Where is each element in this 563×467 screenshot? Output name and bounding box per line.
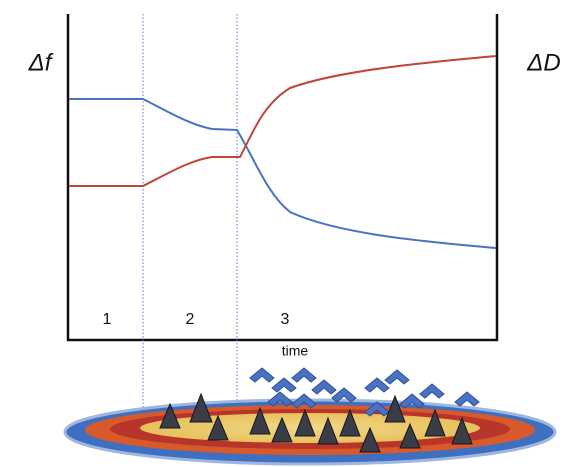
phase-label: 3 (281, 311, 290, 328)
phase-dividers (143, 14, 237, 420)
frequency-curve (69, 99, 496, 248)
diagram: Δf ΔD time 1 2 3 (0, 0, 563, 467)
phase-label: 2 (186, 311, 195, 328)
dissipation-curve (69, 56, 496, 186)
phase-label: 1 (103, 311, 112, 328)
x-label: time (282, 343, 309, 359)
y-left-label: Δf (28, 49, 54, 76)
y-right-label: ΔD (526, 49, 560, 76)
